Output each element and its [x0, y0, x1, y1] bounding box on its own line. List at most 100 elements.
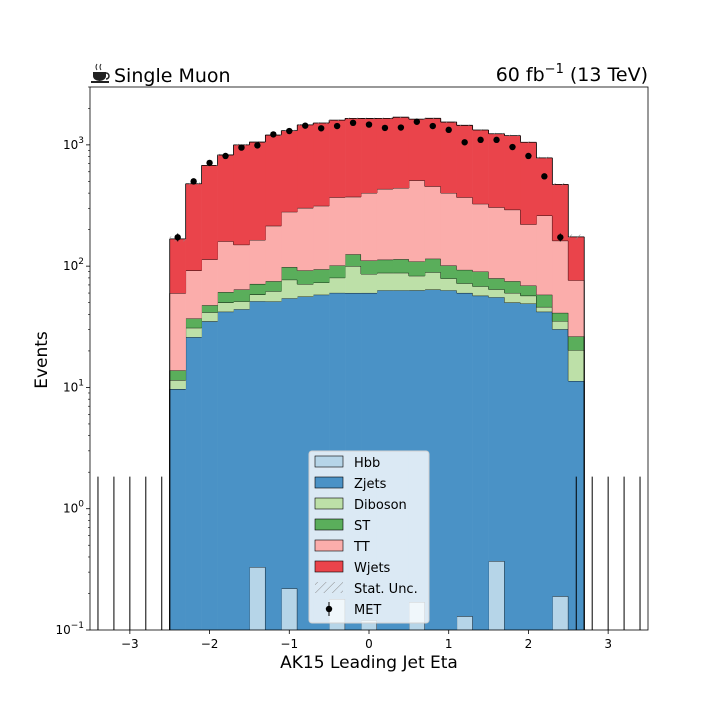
tt-bar	[233, 244, 250, 290]
wjets-bar	[329, 120, 346, 198]
diboson-bar	[361, 274, 378, 293]
diboson-bar	[568, 350, 585, 381]
diboson-bar	[329, 277, 346, 293]
met-data-point	[302, 122, 309, 129]
met-data-point	[381, 124, 389, 132]
stat-uncertainty-bin	[345, 117, 362, 120]
x-tick-label: 2	[525, 637, 533, 651]
wjets-bar	[249, 142, 266, 240]
diboson-bar	[552, 321, 569, 330]
tt-bar	[424, 186, 442, 259]
tt-bar	[376, 188, 394, 260]
wjets-bar	[345, 118, 362, 197]
wjets-bar	[424, 118, 442, 187]
met-data-point	[557, 233, 564, 242]
hbb-bar	[488, 561, 505, 630]
legend-entry-tt: TT	[314, 539, 370, 555]
legend-label: Wjets	[354, 561, 391, 576]
stat-uncertainty-bin	[520, 141, 537, 144]
st-bar	[552, 312, 569, 322]
tt-bar	[520, 224, 537, 286]
diboson-bar	[504, 292, 521, 303]
wjets-bar	[568, 236, 585, 281]
st-bar	[472, 271, 489, 287]
zjets-bar	[249, 301, 266, 568]
y-tick-label: 101	[63, 378, 84, 394]
x-tick-label: −3	[121, 637, 139, 651]
zjets-bar	[265, 301, 282, 630]
x-tick-label: −1	[280, 637, 298, 651]
stat-uncertainty-bin	[392, 116, 409, 118]
hbb-bar	[281, 588, 298, 630]
channel-label: Single Muon	[114, 65, 231, 87]
zjets-bar	[552, 329, 569, 597]
wjets-bar	[456, 125, 473, 198]
diboson-bar	[217, 302, 234, 312]
luminosity-exponent: −1	[545, 62, 564, 77]
diboson-bar	[233, 301, 250, 310]
legend-entry-stat-unc-: Stat. Unc.	[315, 582, 418, 597]
tt-bar	[408, 180, 426, 262]
wjets-bar	[376, 118, 394, 189]
stat-uncertainty-bin	[313, 122, 330, 124]
stat-uncertainty-bin	[424, 117, 441, 120]
wjets-bar	[408, 119, 426, 181]
wjets-bar	[440, 122, 457, 193]
x-tick-label: −2	[201, 637, 219, 651]
hbb-bar	[249, 567, 266, 630]
y-tick-label: 102	[63, 257, 84, 273]
met-data-point	[365, 121, 373, 128]
tt-bar	[169, 293, 186, 371]
legend-label: Hbb	[354, 456, 380, 471]
diboson-bar	[201, 312, 218, 322]
met-data-point	[174, 233, 181, 242]
diboson-bar	[376, 272, 394, 291]
st-bar	[201, 305, 218, 313]
st-bar	[488, 278, 505, 290]
y-axis-ticks: 10−1 100 101 102 103	[55, 86, 90, 637]
wjets-bar	[297, 124, 314, 208]
diboson-bar	[185, 327, 202, 338]
x-axis-label: AK15 Leading Jet Eta	[280, 653, 458, 673]
wjets-bar	[504, 135, 521, 210]
zjets-bar	[488, 297, 505, 562]
met-data-point	[349, 119, 357, 127]
met-data-point	[222, 152, 229, 160]
chart-header: Single Muon 60 fb−1 (13 TeV)	[91, 62, 648, 87]
zjets-bar	[520, 303, 537, 630]
tt-bar	[440, 192, 457, 266]
diboson-bar	[472, 286, 489, 296]
st-bar	[249, 283, 266, 295]
stat-uncertainty-bin	[456, 124, 473, 127]
tt-bar	[313, 205, 330, 270]
zjets-bar	[217, 311, 234, 630]
met-data-point	[461, 139, 468, 146]
st-bar	[424, 258, 442, 273]
coffee-cup-icon	[91, 63, 110, 83]
st-bar	[440, 265, 457, 279]
diboson-bar	[249, 294, 266, 302]
diboson-bar	[440, 278, 457, 291]
legend-box	[308, 450, 430, 624]
diboson-bar	[488, 289, 505, 298]
zjets-bar	[201, 321, 218, 630]
wjets-bar	[536, 157, 553, 216]
tt-bar	[345, 196, 362, 255]
series-wjets	[169, 116, 585, 630]
wjets-bar	[201, 165, 218, 260]
met-data-point	[238, 144, 245, 151]
zjets-bar	[169, 389, 186, 630]
wjets-bar	[488, 133, 505, 208]
st-bar	[169, 370, 186, 381]
diboson-bar	[313, 282, 330, 295]
met-data-point	[477, 136, 484, 144]
met-data-point	[493, 136, 500, 144]
y-tick-label: 103	[63, 136, 84, 152]
met-data-point	[254, 142, 261, 149]
st-bar	[408, 261, 426, 276]
met-data-point	[206, 159, 213, 167]
tt-bar	[552, 240, 569, 313]
stat-uncertainty-bin	[504, 134, 521, 137]
stat-uncertainty-bin	[552, 182, 569, 186]
tt-bar	[249, 239, 266, 284]
